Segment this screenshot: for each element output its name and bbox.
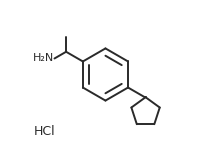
Text: H₂N: H₂N: [32, 53, 54, 63]
Text: HCl: HCl: [34, 125, 56, 138]
